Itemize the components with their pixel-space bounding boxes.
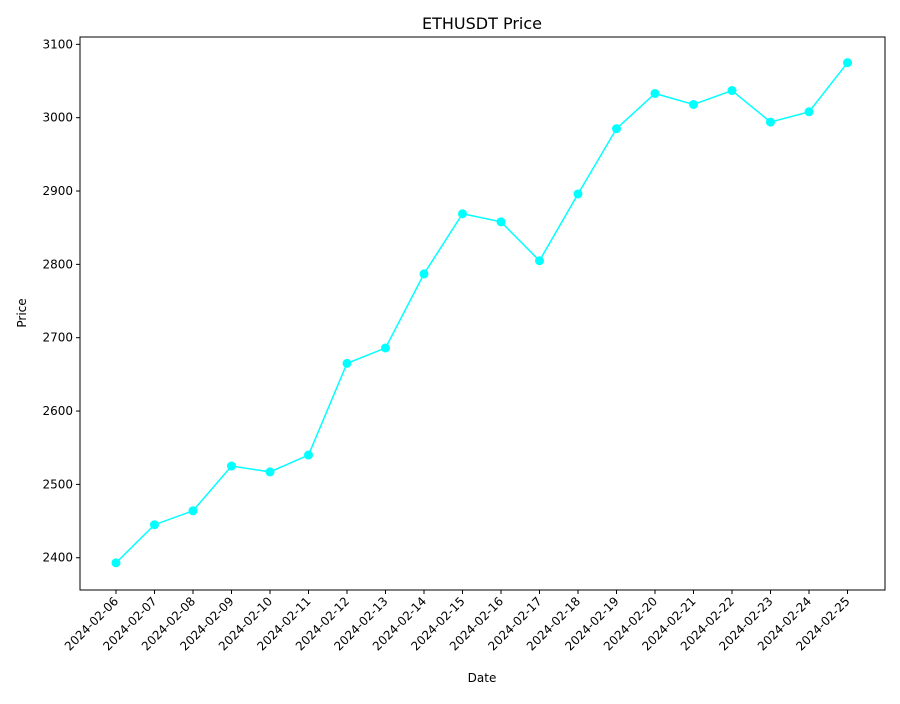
data-point bbox=[342, 358, 352, 368]
y-tick-label: 2700 bbox=[42, 331, 73, 345]
data-point bbox=[458, 209, 467, 219]
data-point bbox=[650, 88, 660, 98]
chart-title: ETHUSDT Price bbox=[422, 14, 542, 33]
data-point bbox=[111, 558, 121, 568]
y-tick-label: 3000 bbox=[42, 111, 73, 125]
plot-area bbox=[111, 58, 852, 568]
data-point bbox=[843, 58, 852, 68]
data-point bbox=[727, 86, 737, 96]
data-point bbox=[150, 520, 159, 530]
data-point bbox=[573, 189, 583, 199]
y-tick-label: 2600 bbox=[42, 404, 73, 418]
data-point bbox=[304, 450, 313, 460]
data-point bbox=[804, 107, 814, 117]
y-tick-label: 2500 bbox=[42, 477, 73, 491]
data-point bbox=[419, 269, 429, 279]
y-tick-label: 2800 bbox=[42, 257, 73, 271]
data-point bbox=[535, 256, 544, 266]
y-tick-label: 3100 bbox=[42, 37, 73, 51]
data-point bbox=[766, 117, 775, 127]
data-point bbox=[612, 124, 621, 134]
data-point bbox=[265, 467, 275, 477]
y-axis-label: Price bbox=[15, 298, 29, 327]
y-tick-label: 2400 bbox=[42, 551, 73, 565]
data-point bbox=[496, 217, 506, 227]
data-point bbox=[188, 506, 198, 516]
series-line bbox=[115, 62, 849, 564]
plot-frame bbox=[79, 36, 886, 591]
x-axis-label: Date bbox=[468, 671, 497, 685]
y-tick-label: 2900 bbox=[42, 184, 73, 198]
data-point bbox=[227, 461, 236, 471]
y-axis: 2400 2500 2600 2700 2800 2900 3000 3100 bbox=[42, 37, 80, 565]
data-point bbox=[689, 99, 698, 109]
data-point bbox=[381, 343, 390, 353]
x-axis: 2024-02-062024-02-072024-02-082024-02-09… bbox=[62, 590, 853, 653]
